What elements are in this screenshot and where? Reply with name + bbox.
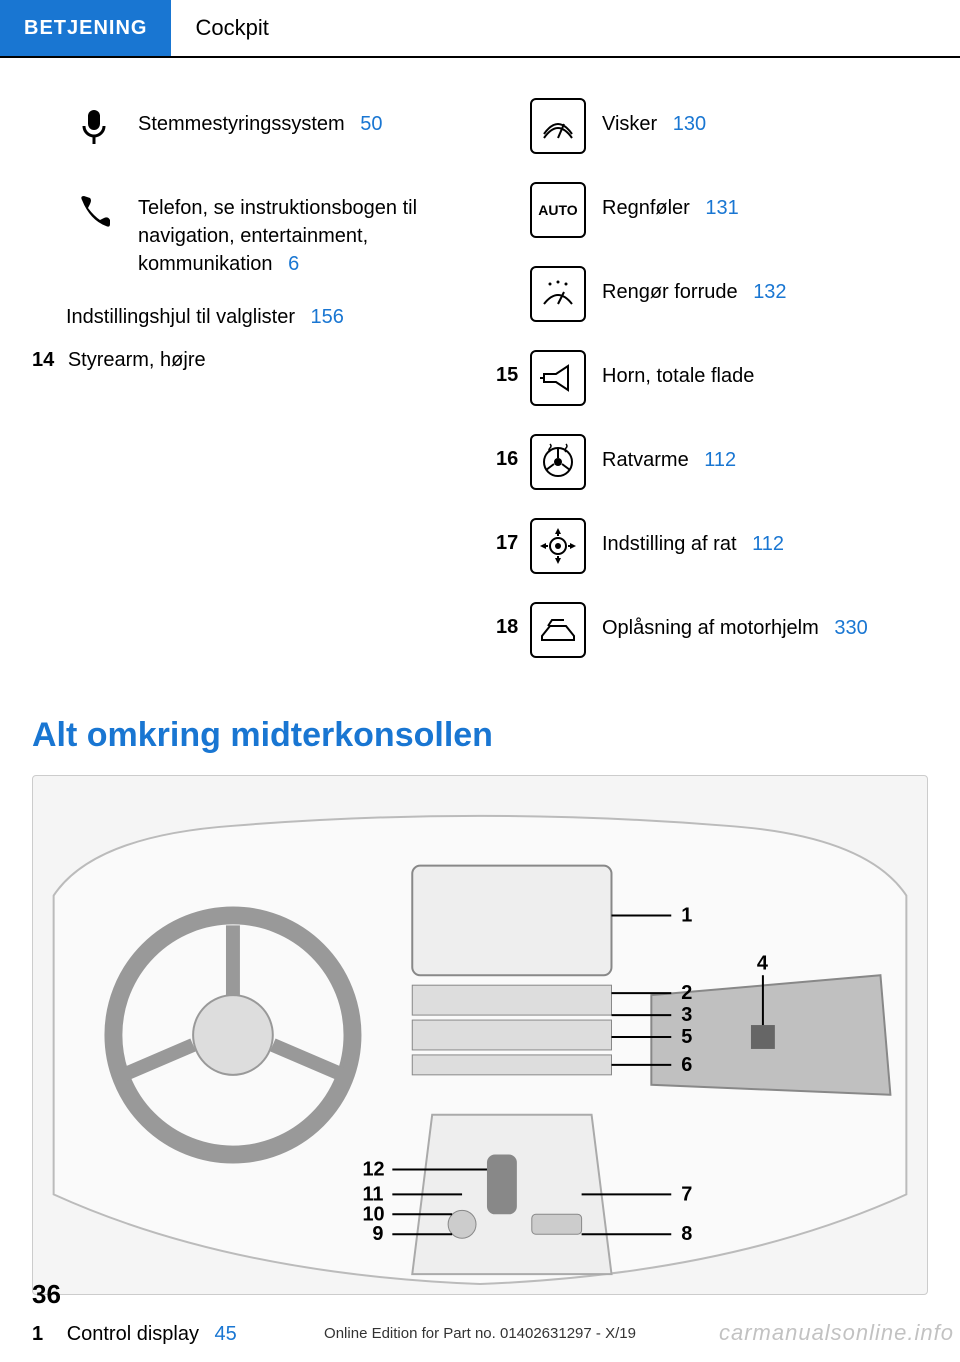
wheel-heat-icon	[530, 434, 586, 490]
page-ref: 50	[360, 113, 382, 135]
item-number: 16	[496, 434, 530, 471]
feature-label: Indstillingshjul til valglister	[66, 306, 295, 328]
feature-text: Regnføler 131	[602, 182, 739, 222]
page-ref: 112	[752, 533, 784, 555]
right-column: Visker 130 AUTO Regnføler 131 Rengør for…	[496, 98, 928, 686]
feature-row: 16 Ratvarme 112	[496, 434, 928, 490]
feature-row: AUTO Regnføler 131	[496, 182, 928, 238]
feature-label: Visker	[602, 113, 657, 135]
svg-text:4: 4	[757, 952, 768, 974]
wiper-icon	[530, 98, 586, 154]
feature-label: Regnføler	[602, 197, 690, 219]
feature-row: Stemmestyringssystem 50	[32, 98, 464, 154]
feature-row: 15 Horn, totale flade	[496, 350, 928, 406]
feature-row: Rengør forrude 132	[496, 266, 928, 322]
item-number: 15	[496, 350, 530, 387]
left-column: Stemmestyringssystem 50 Telefon, se inst…	[32, 98, 464, 686]
feature-text: Indstilling af rat 112	[602, 518, 784, 558]
page-ref: 130	[673, 113, 706, 135]
svg-text:2: 2	[681, 982, 692, 1004]
item-number: 14	[32, 349, 54, 371]
svg-text:3: 3	[681, 1004, 692, 1026]
feature-row: 18 Oplåsning af motorhjelm 330	[496, 602, 928, 658]
svg-text:6: 6	[681, 1054, 692, 1076]
main-content: Stemmestyringssystem 50 Telefon, se inst…	[0, 58, 960, 686]
page-ref: 131	[705, 197, 738, 219]
mic-icon	[66, 98, 122, 154]
section-heading: Alt omkring midterkonsollen	[0, 686, 960, 775]
feature-text: Oplåsning af motorhjelm 330	[602, 602, 868, 642]
svg-text:9: 9	[372, 1223, 383, 1245]
header-page-title: Cockpit	[171, 15, 268, 41]
feature-label: Stemmestyringssystem	[138, 113, 345, 135]
feature-row: Visker 130	[496, 98, 928, 154]
feature-label: Styrearm, højre	[68, 349, 206, 371]
auto-label: AUTO	[538, 202, 577, 218]
feature-text: Stemmestyringssystem 50	[138, 98, 383, 138]
feature-row: Telefon, se instruktionsbogen til naviga…	[32, 182, 464, 278]
page-header: BETJENING Cockpit	[0, 0, 960, 58]
hood-icon	[530, 602, 586, 658]
svg-text:12: 12	[362, 1158, 384, 1180]
svg-text:7: 7	[681, 1183, 692, 1205]
header-section-label: BETJENING	[0, 0, 171, 56]
feature-label: Rengør forrude	[602, 281, 738, 303]
svg-text:5: 5	[681, 1026, 692, 1048]
page-ref: 132	[753, 281, 786, 303]
feature-row: 17 Indstilling af rat 112	[496, 518, 928, 574]
center-console-diagram: 1 2 3 4 5 6 7 8 9 10 11 12	[32, 775, 928, 1295]
page-number: 36	[32, 1279, 61, 1310]
feature-text: Rengør forrude 132	[602, 266, 787, 306]
phone-icon	[66, 182, 122, 238]
page-ref: 6	[288, 253, 299, 275]
feature-text: Horn, totale flade	[602, 350, 754, 390]
feature-label: Horn, totale flade	[602, 365, 754, 387]
feature-text: Telefon, se instruktionsbogen til naviga…	[138, 182, 464, 278]
svg-text:8: 8	[681, 1223, 692, 1245]
plain-text-line: Indstillingshjul til valglister 156	[66, 306, 464, 329]
feature-label: Ratvarme	[602, 449, 689, 471]
svg-text:1: 1	[681, 904, 692, 926]
svg-text:10: 10	[362, 1203, 384, 1225]
wash-icon	[530, 266, 586, 322]
diagram-svg: 1 2 3 4 5 6 7 8 9 10 11 12	[33, 776, 927, 1294]
feature-label: Telefon, se instruktionsbogen til naviga…	[138, 197, 417, 275]
numbered-line: 14 Styrearm, højre	[32, 349, 464, 372]
feature-text: Ratvarme 112	[602, 434, 736, 474]
page-ref: 156	[311, 306, 344, 328]
feature-label: Oplåsning af motorhjelm	[602, 617, 819, 639]
feature-label: Indstilling af rat	[602, 533, 737, 555]
page-ref: 330	[834, 617, 867, 639]
auto-icon: AUTO	[530, 182, 586, 238]
item-number: 18	[496, 602, 530, 639]
page-ref: 112	[704, 449, 736, 471]
feature-text: Visker 130	[602, 98, 706, 138]
watermark: carmanualsonline.info	[719, 1320, 954, 1346]
wheel-adj-icon	[530, 518, 586, 574]
svg-text:11: 11	[362, 1183, 383, 1205]
item-number: 17	[496, 518, 530, 555]
horn-icon	[530, 350, 586, 406]
